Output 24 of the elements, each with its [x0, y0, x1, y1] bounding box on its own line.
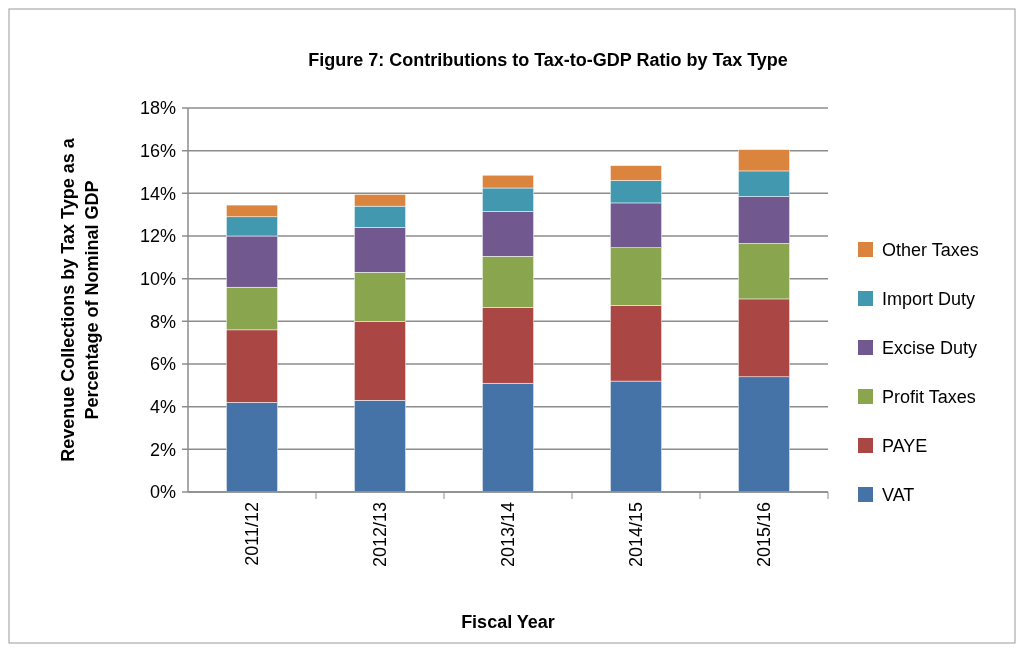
- legend-label: Import Duty: [882, 289, 976, 310]
- y-tick-label: 0%: [149, 482, 176, 503]
- y-tick-label: 14%: [139, 183, 176, 204]
- x-tick-label: 2011/12: [242, 502, 262, 566]
- x-tick-label: 2012/13: [370, 502, 390, 568]
- y-tick-label: 6%: [149, 354, 176, 375]
- y-tick-label: 12%: [139, 226, 176, 247]
- y-tick-label: 8%: [149, 311, 176, 332]
- y-tick-label: 18%: [139, 98, 176, 119]
- legend-label: PAYE: [882, 436, 928, 457]
- y-tick-label: 10%: [139, 268, 176, 289]
- y-axis-title: Revenue Collections by Tax Type as a Percentage of Nominal GDP: [58, 137, 102, 462]
- legend-label: Profit Taxes: [882, 387, 976, 408]
- x-tick-label: 2014/15: [626, 502, 646, 568]
- x-tick-label: 2013/14: [498, 502, 518, 568]
- x-tick-label: 2015/16: [754, 502, 774, 568]
- x-axis-title: Fiscal Year: [461, 612, 555, 632]
- legend-label: Other Taxes: [882, 240, 979, 261]
- chart-title: Figure 7: Contributions to Tax-to-GDP Ratio by Tax Type: [308, 50, 788, 70]
- legend-label: Excise Duty: [882, 338, 978, 359]
- y-tick-label: 4%: [149, 396, 176, 417]
- y-tick-label: 2%: [149, 439, 176, 460]
- legend-label: VAT: [882, 485, 915, 506]
- y-tick-label: 16%: [139, 140, 176, 161]
